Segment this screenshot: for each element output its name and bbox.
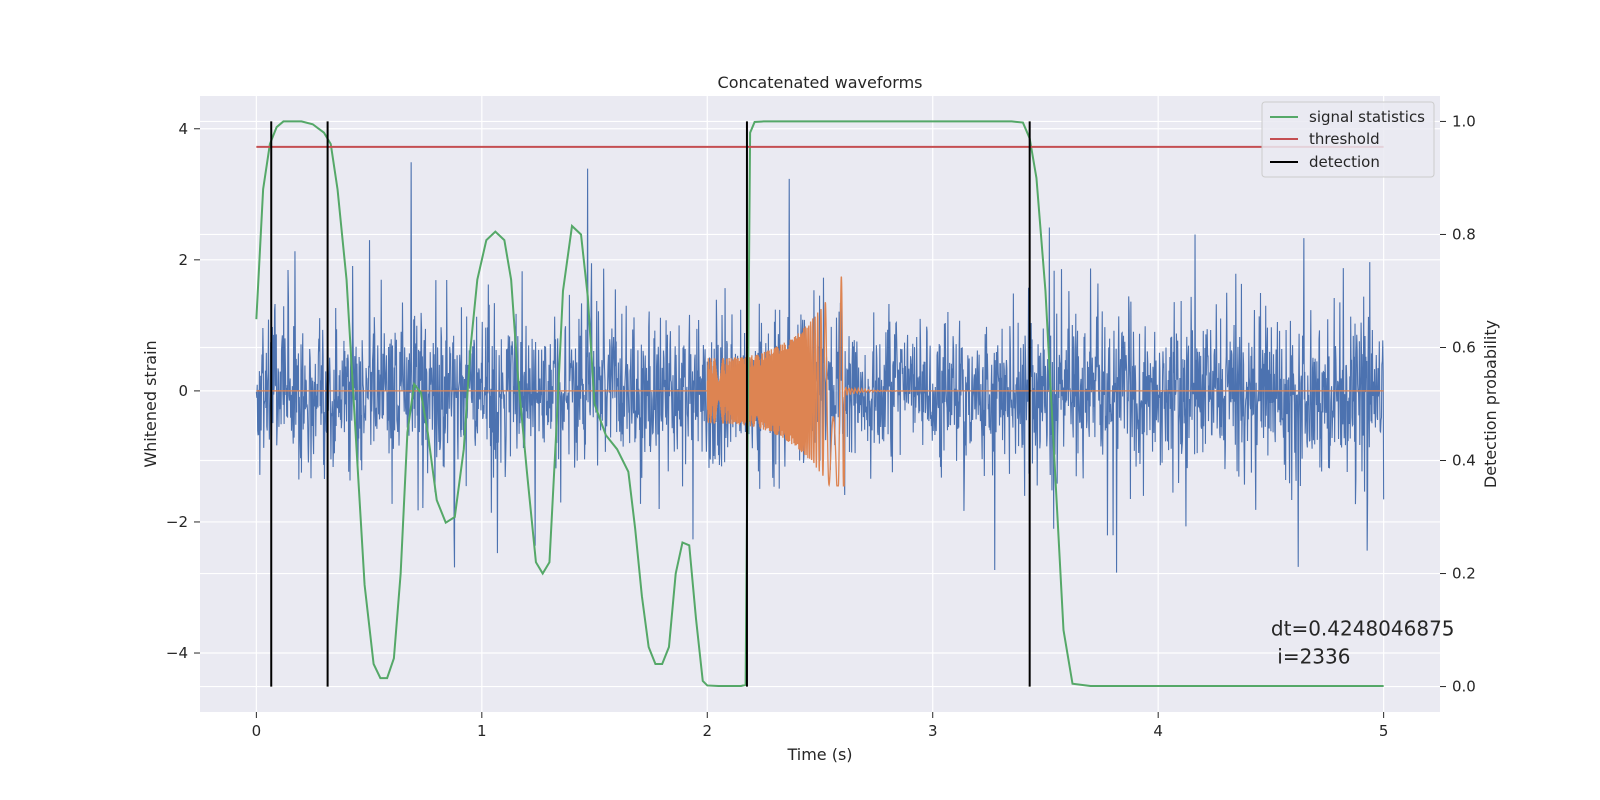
y2-tick-label: 0.4: [1452, 452, 1476, 470]
annotation-line-index: i=2336: [1271, 645, 1351, 669]
x-tick-label: 4: [1153, 722, 1163, 740]
y2-tick-label: 1.0: [1452, 112, 1476, 130]
x-tick-label: 1: [477, 722, 487, 740]
grid-lines: [200, 96, 1440, 712]
x-tick-label: 2: [702, 722, 712, 740]
y-tick-label: −2: [166, 513, 188, 531]
y2-axis-label: Detection probability: [1481, 320, 1500, 488]
x-tick-label: 5: [1379, 722, 1389, 740]
axes-layer: 0 1 2 3 4 5 −4 −2 0 2 4 0.0 0.2 0.4 0.6 0.8 1.0: [166, 112, 1476, 740]
legend: signal statistics threshold detection: [1261, 101, 1435, 178]
annotation-text: dt=0.4248046875 i=2336: [1271, 617, 1461, 669]
injected-signal-line: [256, 276, 1384, 488]
legend-label-detection: detection: [1309, 153, 1380, 171]
y-tick-label: −4: [166, 644, 188, 662]
signal-statistics-line: [255, 120, 1384, 687]
plot-layer: [255, 120, 1385, 687]
x-tick-label: 0: [252, 722, 262, 740]
x-tick-label: 3: [928, 722, 938, 740]
y2-tick-label: 0.6: [1452, 338, 1476, 356]
legend-label-threshold: threshold: [1309, 130, 1380, 148]
y2-tick-label: 0.0: [1452, 678, 1476, 696]
legend-box: [1261, 101, 1435, 178]
y-axis-label: Whitened strain: [141, 340, 160, 467]
y2-tick-label: 0.8: [1452, 225, 1476, 243]
y-tick-label: 0: [178, 382, 188, 400]
y-tick-label: 4: [178, 120, 188, 138]
legend-label-signal-statistics: signal statistics: [1309, 108, 1425, 126]
chart-title: Concatenated waveforms: [718, 73, 923, 92]
y2-tick-label: 0.2: [1452, 565, 1476, 583]
y-tick-label: 2: [178, 251, 188, 269]
annotation-line-dt: dt=0.4248046875: [1271, 617, 1455, 641]
x-axis-label: Time (s): [786, 745, 852, 764]
